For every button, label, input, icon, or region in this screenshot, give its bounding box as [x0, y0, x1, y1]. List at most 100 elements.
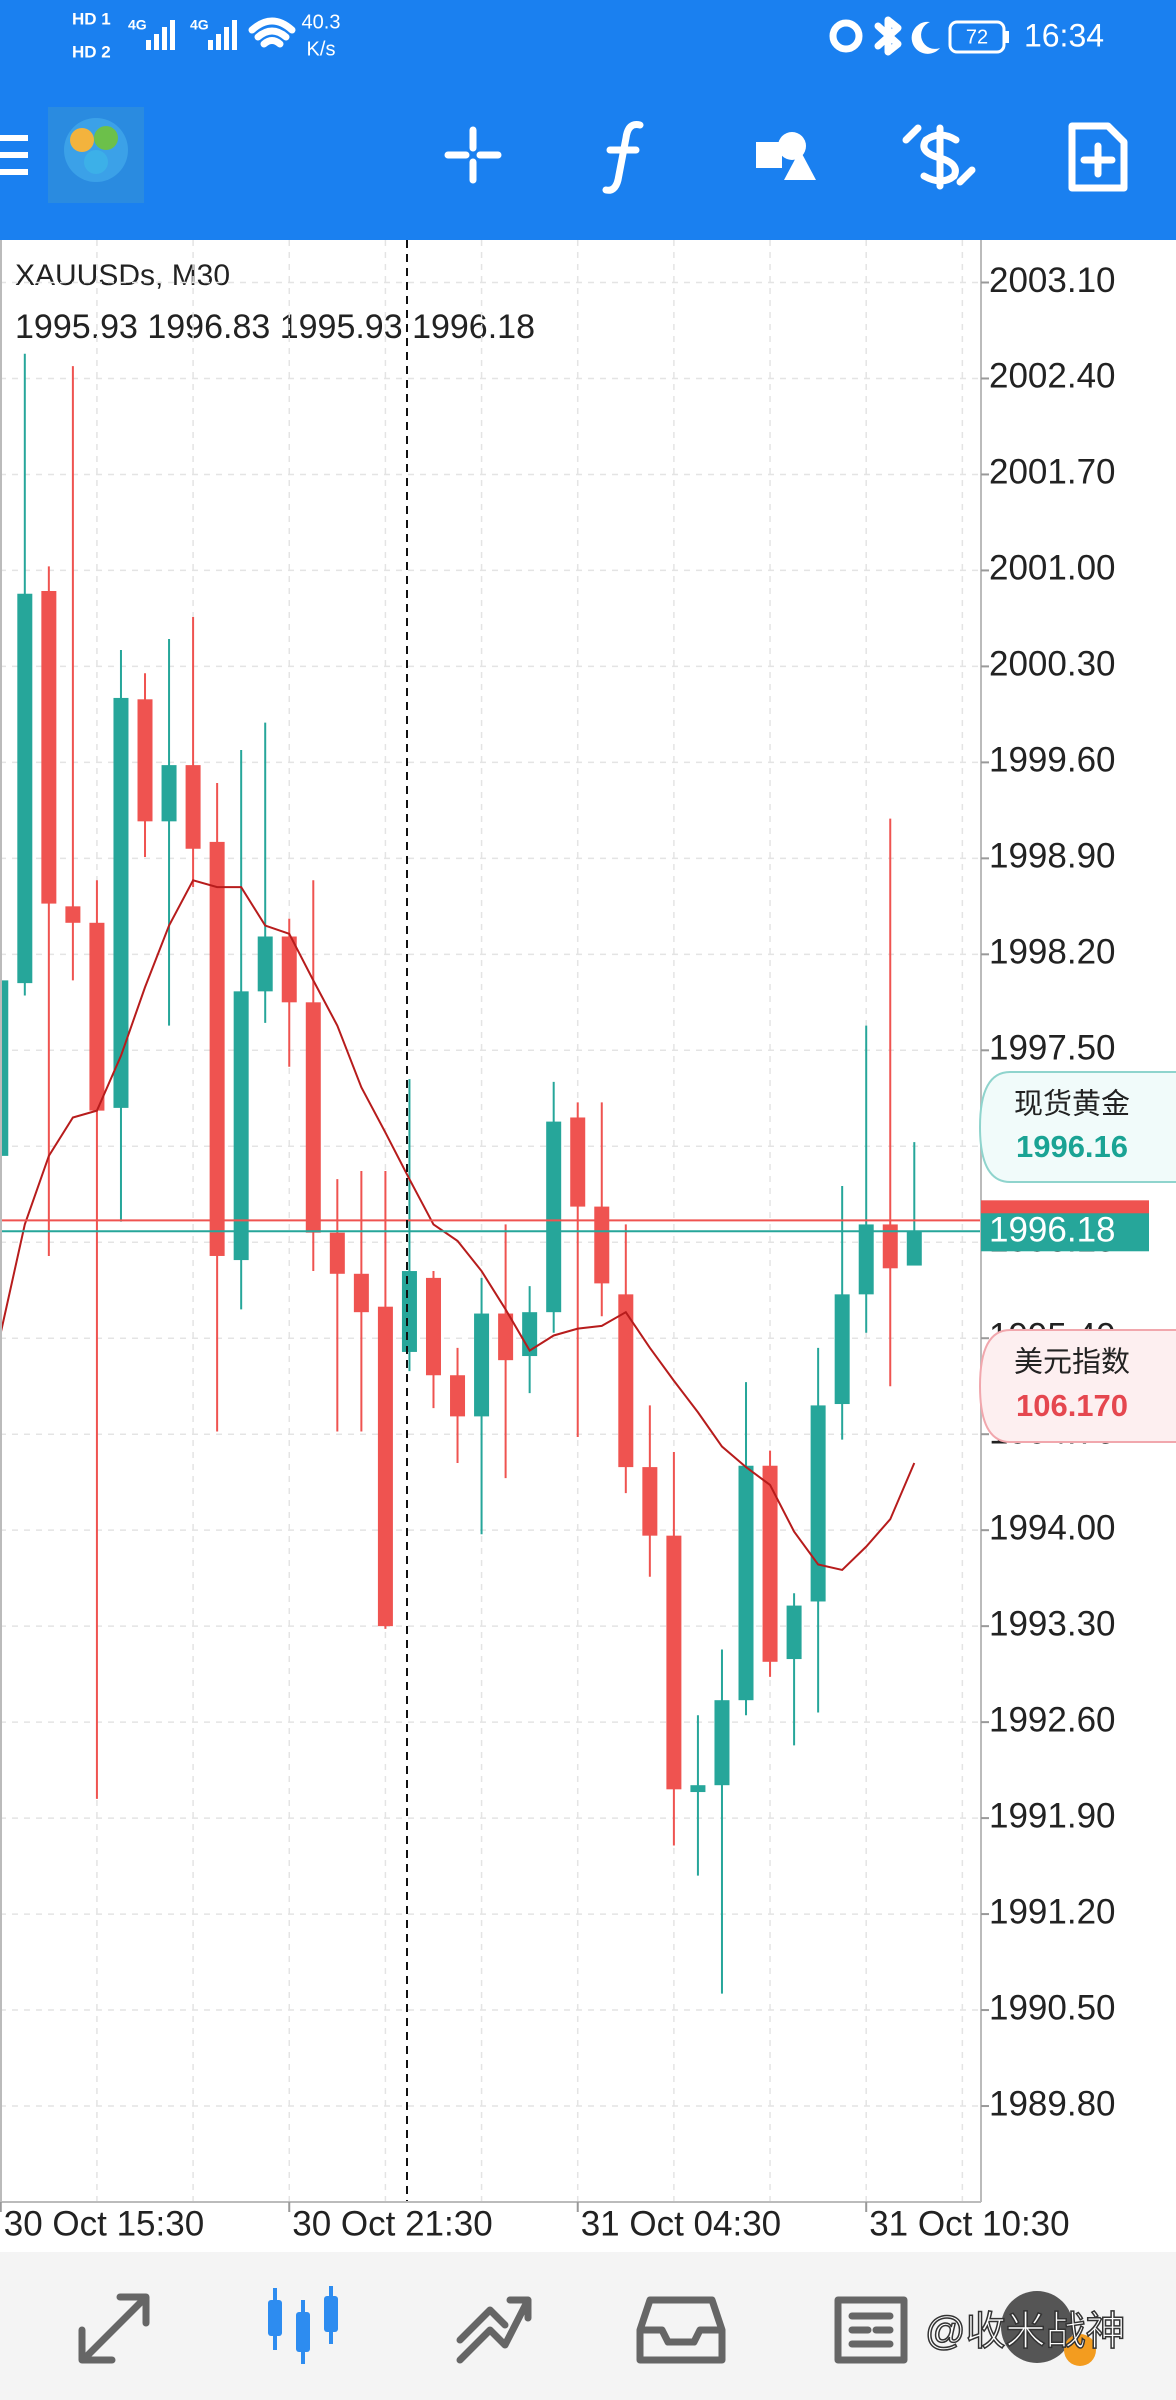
y-tick-label: 1998.90	[989, 837, 1116, 876]
quote-price: 1996.16	[1016, 1129, 1128, 1164]
network-type: 4G	[190, 17, 209, 33]
y-tick-label: 1991.20	[989, 1892, 1116, 1931]
ohlc-readout: 1995.93 1996.83 1995.93 1996.18	[15, 308, 535, 346]
plot-area	[0, 240, 981, 2202]
y-tick-label: 2001.00	[989, 549, 1116, 588]
ohlc-high: 1996.83	[147, 308, 270, 346]
crosshair-button[interactable]	[444, 126, 502, 184]
candle-body	[738, 1465, 754, 1701]
candle-body	[17, 593, 33, 984]
signal-icon	[146, 20, 237, 50]
x-tick-label: 30 Oct 15:30	[4, 2204, 204, 2243]
candle-body	[786, 1605, 802, 1660]
candle-body	[642, 1467, 658, 1536]
wifi-icon	[248, 17, 296, 48]
trade-tab[interactable]	[456, 2296, 532, 2364]
settings-tab[interactable]	[1001, 2291, 1073, 2363]
watermark: @收米战神	[925, 2310, 1126, 2354]
candle-body	[137, 699, 153, 822]
ohlc-close: 1996.18	[412, 308, 535, 346]
moon-icon	[911, 21, 940, 54]
quote-name: 美元指数	[1014, 1346, 1130, 1379]
candle-body	[906, 1231, 922, 1266]
candle-body	[882, 1224, 898, 1269]
y-tick-label: 1989.80	[989, 2084, 1116, 2123]
quote-name: 现货黄金	[1014, 1088, 1130, 1121]
alarm-icon	[829, 19, 863, 53]
sim-label: HD 2	[72, 42, 111, 61]
battery-tip	[1005, 31, 1009, 43]
quotes-tab[interactable]	[78, 2293, 150, 2364]
candle-body	[546, 1121, 562, 1313]
ohlc-low: 1995.93	[280, 308, 403, 346]
clock: 16:34	[1024, 17, 1104, 53]
candle-body	[113, 697, 129, 1108]
bid-price-label: 1996.18	[989, 1211, 1116, 1250]
x-tick-label: 31 Oct 04:30	[581, 2204, 781, 2243]
objects-button[interactable]	[756, 132, 816, 180]
candle-body	[474, 1313, 490, 1417]
candle-body	[257, 936, 273, 992]
axes: 2003.10 2002.40 2001.70 2001.00 2000.30 1999.…	[0, 261, 1116, 2243]
sim-label: HD 1	[72, 9, 111, 28]
candle-body	[858, 1224, 874, 1295]
status-bar: HD 1 HD 2 4G 4G 40.3 K/s 72 16:34	[72, 9, 1104, 61]
bottom-nav	[0, 2252, 1176, 2400]
candle-body	[450, 1375, 466, 1417]
y-tick-label: 2003.10	[989, 261, 1116, 300]
candle-body	[498, 1313, 514, 1361]
chart-tab[interactable]	[268, 2286, 338, 2364]
candle-body	[594, 1206, 610, 1284]
net-speed-unit: K/s	[307, 38, 336, 60]
candle-body	[281, 936, 297, 1003]
candle-body	[570, 1117, 586, 1207]
toolbar	[0, 107, 1128, 203]
header-bg	[0, 0, 1176, 240]
candle-body	[185, 765, 201, 849]
y-tick-label: 1994.00	[989, 1508, 1116, 1547]
new-order-button[interactable]	[1068, 122, 1128, 192]
y-tick-label: 1997.50	[989, 1029, 1116, 1068]
candle-body	[666, 1535, 682, 1790]
net-speed: 40.3	[302, 11, 341, 33]
y-tick-label: 1990.50	[989, 1988, 1116, 2027]
battery-level: 72	[966, 26, 988, 48]
battery-icon	[948, 20, 1006, 54]
network-type: 4G	[128, 17, 147, 33]
candle-body	[618, 1294, 634, 1468]
chart-symbol: XAUUSDs, M30	[15, 259, 230, 292]
candle-body	[305, 1002, 321, 1233]
candle-body	[762, 1465, 778, 1662]
price-labels: 1996.18	[981, 1200, 1149, 1252]
y-tick-label: 2002.40	[989, 357, 1116, 396]
candle-body	[834, 1294, 850, 1405]
candle-body	[353, 1273, 369, 1313]
candle-body	[425, 1277, 441, 1376]
chart: XAUUSDs, M30 1995.93 1996.83 1995.93 199…	[15, 259, 535, 346]
x-tick-label: 31 Oct 10:30	[869, 2204, 1069, 2243]
candle-body	[714, 1700, 730, 1786]
candle-body	[233, 991, 249, 1261]
y-tick-label: 1992.60	[989, 1700, 1116, 1739]
y-tick-label: 2001.70	[989, 453, 1116, 492]
history-tab[interactable]	[636, 2296, 726, 2364]
y-tick-label: 1991.90	[989, 1796, 1116, 1835]
menu-button[interactable]	[0, 135, 28, 175]
candle-body	[329, 1232, 345, 1274]
moving-average	[0, 879, 916, 1572]
ohlc-open: 1995.93	[15, 308, 138, 346]
candle-body	[401, 1271, 417, 1352]
indicators-button[interactable]	[602, 121, 644, 194]
notification-dot	[1064, 2334, 1096, 2366]
quote-dxy[interactable]: 美元指数 106.170	[978, 1329, 1176, 1443]
y-tick-label: 1998.20	[989, 933, 1116, 972]
bluetooth-icon	[874, 16, 902, 56]
candle-body	[41, 590, 57, 904]
app-logo[interactable]	[48, 107, 144, 203]
news-tab[interactable]	[834, 2296, 908, 2364]
quote-gold[interactable]: 现货黄金 1996.16	[978, 1071, 1176, 1183]
candle-body	[810, 1405, 826, 1602]
y-tick-label: 1993.30	[989, 1604, 1116, 1643]
trade-button[interactable]	[902, 124, 976, 190]
